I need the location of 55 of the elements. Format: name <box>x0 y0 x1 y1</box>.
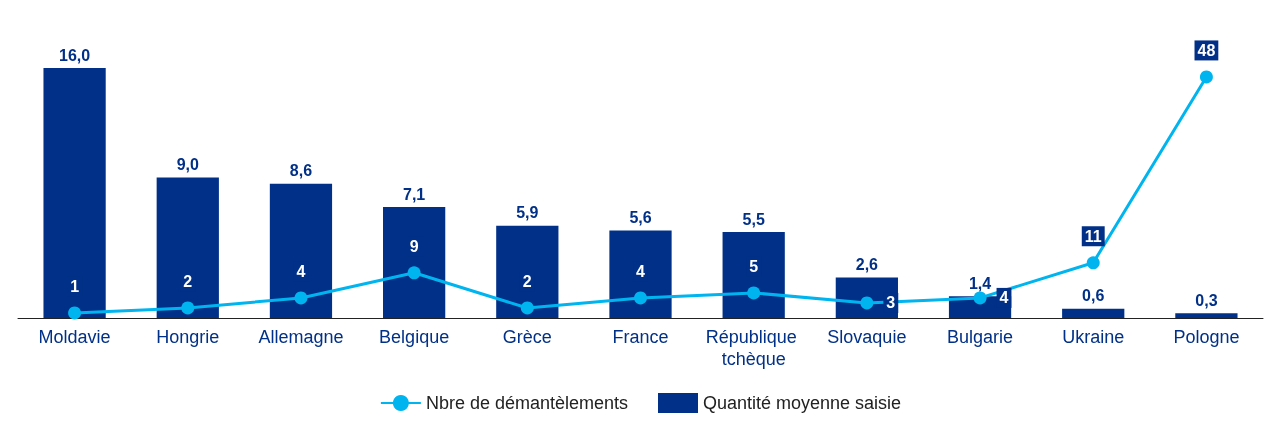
data-label: 1 <box>70 277 80 295</box>
data-label: 5,9 <box>516 204 539 222</box>
point <box>1086 256 1100 270</box>
bar <box>383 207 446 318</box>
x-tick-label: République tchèque <box>705 327 802 369</box>
point <box>1199 70 1213 84</box>
x-tick-label: Bulgarie <box>947 327 1014 347</box>
data-label: 2,6 <box>855 255 879 273</box>
data-label: 9,0 <box>176 155 199 173</box>
data-label: 4 <box>636 262 646 280</box>
point <box>68 306 82 320</box>
data-label: 16,0 <box>59 46 91 64</box>
point <box>747 286 761 300</box>
data-label: 1,4 <box>968 274 992 292</box>
data-label: 5 <box>749 257 759 275</box>
data-label: 3 <box>886 294 896 312</box>
x-tick-label: Grèce <box>502 327 552 347</box>
data-label: 9 <box>409 237 419 255</box>
x-tick-label: France <box>612 327 669 347</box>
x-tick-label: Pologne <box>1173 327 1240 347</box>
bar <box>496 225 559 318</box>
bar <box>1062 308 1125 318</box>
data-label: 11 <box>1084 227 1102 245</box>
data-label: 48 <box>1197 41 1216 59</box>
point <box>407 266 421 280</box>
legend-label: Quantité moyenne saisie <box>703 393 902 413</box>
point <box>860 296 874 310</box>
bar <box>1175 313 1238 318</box>
data-label: 5,6 <box>629 209 652 226</box>
x-tick-label: Slovaquie <box>827 327 907 347</box>
point <box>520 301 534 315</box>
point <box>973 291 987 305</box>
x-tick-label: Allemagne <box>258 327 344 347</box>
x-tick-label: Hongrie <box>156 327 220 347</box>
data-label: 0,6 <box>1082 287 1105 305</box>
data-label: 4 <box>296 262 306 280</box>
data-label: 4 <box>999 289 1009 307</box>
bar <box>43 68 106 318</box>
data-label: 7,1 <box>403 185 426 203</box>
data-label: 5,5 <box>742 210 765 228</box>
legend-label: Nbre de démantèlements <box>425 393 629 413</box>
data-label: 0,3 <box>1195 291 1218 309</box>
x-tick-label: Ukraine <box>1062 327 1125 347</box>
bar <box>722 232 785 318</box>
point <box>634 291 647 305</box>
data-label: 2 <box>183 272 193 290</box>
bar <box>609 230 672 318</box>
x-tick-label: Moldavie <box>38 327 111 347</box>
bar <box>156 177 219 318</box>
point <box>294 291 308 305</box>
x-tick-label: Belgique <box>379 327 450 347</box>
bar <box>269 183 333 318</box>
data-label: 8,6 <box>289 162 313 180</box>
data-label: 2 <box>522 272 532 290</box>
point <box>181 301 195 315</box>
